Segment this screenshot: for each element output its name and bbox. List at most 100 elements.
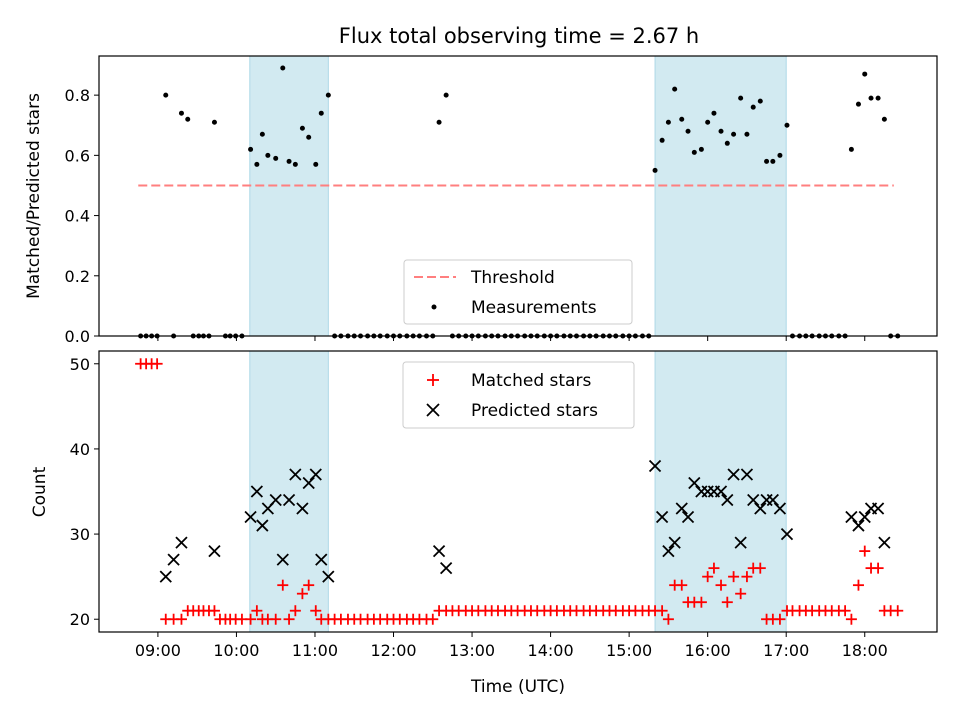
predicted-stars-point [655,510,669,524]
measurement-point [652,167,658,173]
predicted-stars-point [208,544,221,558]
legend-matched-swatch [427,374,439,386]
measurement-point [185,116,191,122]
x-tick-label: 15:00 [606,641,652,660]
predicted-stars-point [322,570,335,583]
top-plot-frame [98,55,938,337]
matched-stars-point [892,605,904,617]
predicted-stars-point [648,459,662,473]
predicted-stars-point [668,536,681,549]
y-tick-label: 0.8 [65,86,90,105]
measurement-point [211,119,217,125]
measurement-point [862,71,868,77]
predicted-stars-point [269,493,282,507]
measurement-point [254,161,260,167]
x-tick-label: 17:00 [763,641,809,660]
measurement-point [672,86,678,92]
chart-title: Flux total observing time = 2.67 h [339,24,699,48]
measurement-point [659,137,665,143]
top-legend-box [403,259,633,325]
predicted-stars-point [250,485,263,498]
x-tick-label: 11:00 [292,641,338,660]
y-tick-label: 0.6 [65,146,90,165]
predicted-stars-point [244,510,257,524]
y-tick-label: 0.4 [65,207,90,226]
x-tick-label: 18:00 [842,641,888,660]
measurement-point [259,131,265,137]
legend-predicted-label: Predicted stars [471,401,598,421]
measurement-point [711,110,717,116]
predicted-stars-point [740,468,754,481]
matched-stars-point [754,562,766,574]
legend-measurements-label: Measurements [471,298,597,318]
y-tick-label: 0.0 [65,327,90,346]
bottom-legend-box [402,361,635,429]
measurement-point [718,128,724,134]
matched-stars-point [283,613,295,625]
matched-stars-point [175,613,187,625]
matched-stars-point [735,588,747,600]
predicted-stars-point [315,553,328,566]
top-legend: Threshold Measurements [403,259,633,325]
predicted-stars-point [167,553,180,566]
predicted-stars-point [256,519,269,532]
top-panel: 0.00.20.40.60.8 Matched/Predicted stars … [24,55,938,346]
measurement-point [848,146,854,152]
measurement-point [273,155,279,161]
matched-stars-point [774,613,786,625]
legend-matched-label: Matched stars [471,371,591,391]
y-tick-label: 30 [70,525,90,544]
measurement-point [731,131,737,137]
predicted-stars-point [727,468,740,481]
matched-stars-point [270,613,282,625]
predicted-stars-point [754,502,767,515]
measurement-point [178,110,184,116]
measurement-point [313,161,319,167]
measurement-point [757,98,763,104]
matched-stars-point [662,613,674,625]
measurement-point [777,152,783,158]
measurement-point [764,158,770,164]
top-y-axis-label: Matched/Predicted stars [24,93,44,299]
matched-stars-point [277,579,289,591]
measurement-point [665,119,671,125]
measurement-point [318,110,324,116]
matched-stars-point [296,588,308,600]
predicted-stars-point [296,502,309,515]
predicted-stars-point [871,502,885,515]
matched-stars-point [702,571,714,583]
measurement-point [705,119,711,125]
measurement-point [286,158,292,164]
matched-stars-point [310,605,322,617]
matched-stars-point [721,596,733,608]
predicted-stars-point [878,536,891,549]
measurement-point [248,146,254,152]
measurement-point [325,92,331,98]
matched-stars-point [676,579,688,591]
predicted-stars-point [766,493,779,507]
predicted-stars-point [302,476,315,490]
predicted-stars-point [852,519,865,532]
predicted-stars-point [662,544,675,558]
measurement-point [280,65,286,71]
matched-stars-point [845,613,857,625]
predicted-stars-point [780,527,794,541]
x-tick-label: 13:00 [449,641,495,660]
matched-stars-point [289,605,301,617]
measurement-point [691,149,697,155]
x-tick-label: 10:00 [213,641,259,660]
bottom-y-axis-label: Count [30,466,50,517]
measurement-point [163,92,169,98]
matched-stars-point [656,605,668,617]
measurement-point [724,140,730,146]
matched-stars-point [839,605,851,617]
predicted-stars-point [688,476,701,490]
measurement-point [784,122,790,128]
measurement-point [770,158,776,164]
predicted-stars-point [175,536,188,549]
measurement-point [738,95,744,101]
predicted-stars-point [289,468,302,481]
x-tick-label: 09:00 [135,641,181,660]
matched-stars-point [208,605,220,617]
measurement-point [881,116,887,122]
